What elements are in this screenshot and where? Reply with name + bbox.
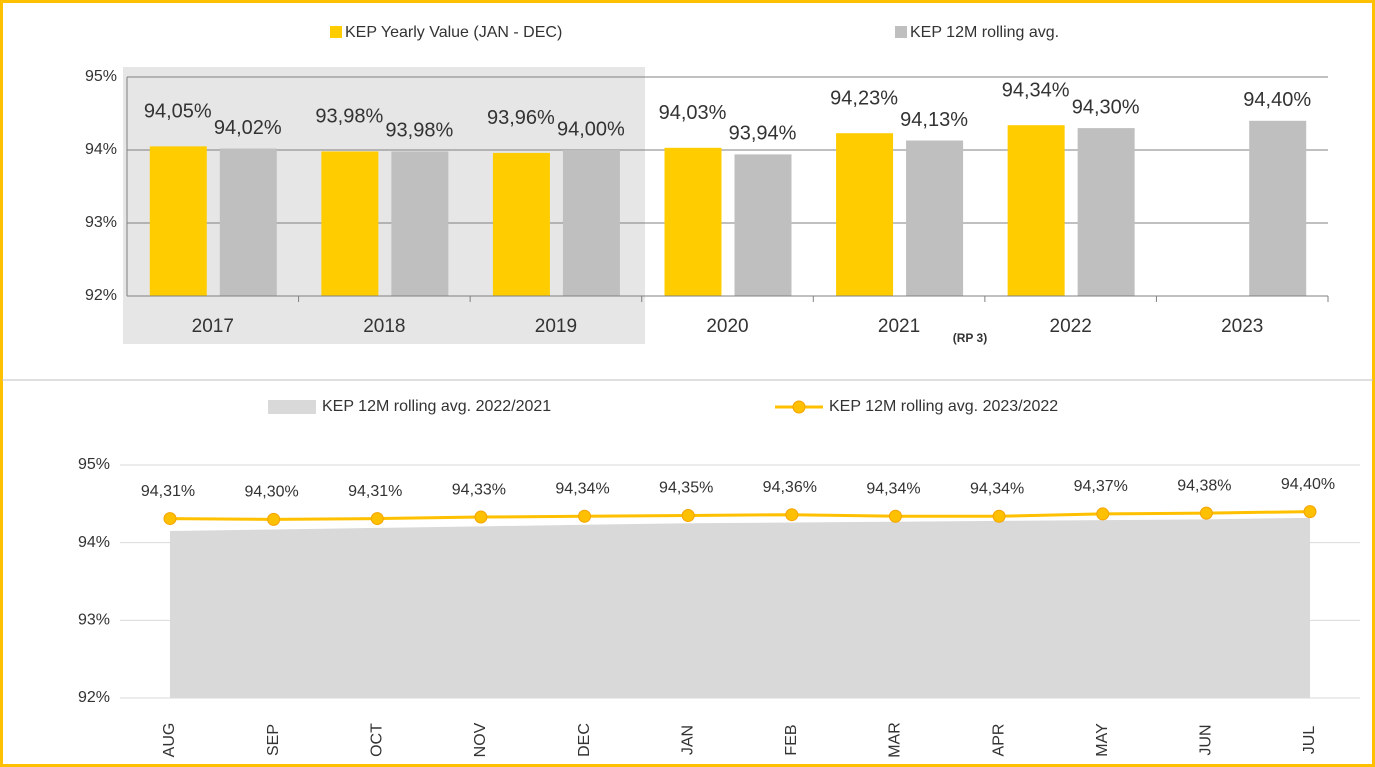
legend-swatch — [268, 400, 316, 414]
bar — [492, 152, 550, 296]
bar — [734, 154, 792, 296]
point — [992, 509, 1006, 523]
annotation: (RP 3) — [953, 331, 987, 345]
value-label: 93,98% — [315, 106, 383, 128]
value-label: 94,00% — [557, 118, 625, 140]
x-tick-label: JAN — [679, 725, 696, 755]
point — [163, 512, 177, 526]
legend-label: KEP 12M rolling avg. — [910, 24, 1059, 41]
point — [888, 509, 902, 523]
value-label: 93,94% — [729, 123, 797, 145]
bar — [391, 151, 449, 296]
x-tick-label: SEP — [265, 724, 282, 756]
value-label: 94,34% — [1002, 79, 1070, 101]
value-label: 94,03% — [659, 102, 727, 124]
point — [267, 512, 281, 526]
y-tick-label: 94% — [78, 534, 110, 551]
point — [1096, 507, 1110, 521]
bar — [219, 148, 277, 296]
point — [1199, 506, 1213, 520]
bar — [149, 146, 207, 296]
bar — [1007, 125, 1065, 297]
legend-label: KEP 12M rolling avg. 2023/2022 — [829, 398, 1058, 415]
bar — [664, 147, 722, 296]
legend-label: KEP 12M rolling avg. 2022/2021 — [322, 398, 551, 415]
value-label: 94,34% — [866, 480, 920, 497]
x-tick-label: MAR — [887, 722, 904, 758]
x-tick-label: 2022 — [1050, 316, 1092, 337]
point — [370, 512, 384, 526]
value-label: 94,33% — [452, 481, 506, 498]
point — [785, 508, 799, 522]
value-label: 94,38% — [1177, 477, 1231, 494]
point — [1303, 505, 1317, 519]
value-label: 94,40% — [1281, 476, 1335, 493]
value-label: 94,30% — [245, 484, 299, 501]
value-label: 94,34% — [970, 480, 1024, 497]
bar — [1249, 120, 1307, 296]
bar — [1077, 128, 1135, 296]
x-tick-label: JUL — [1301, 726, 1318, 755]
value-label: 94,35% — [659, 480, 713, 497]
legend-swatch — [895, 26, 907, 38]
history-shade — [123, 67, 645, 344]
x-tick-label: DEC — [576, 723, 593, 757]
y-tick-label: 95% — [85, 68, 117, 85]
x-tick-label: NOV — [472, 722, 489, 757]
value-label: 94,36% — [763, 479, 817, 496]
value-label: 94,37% — [1074, 478, 1128, 495]
point — [474, 510, 488, 524]
x-tick-label: 2017 — [192, 316, 234, 337]
x-tick-label: 2021 — [878, 316, 920, 337]
y-tick-label: 95% — [78, 456, 110, 473]
bar — [562, 150, 620, 296]
bar — [906, 140, 964, 296]
x-tick-label: AUG — [161, 723, 178, 758]
value-label: 93,98% — [385, 120, 453, 142]
line — [169, 510, 1311, 521]
bar — [836, 133, 894, 296]
value-label: 94,30% — [1072, 96, 1140, 118]
x-tick-label: 2023 — [1221, 316, 1263, 337]
y-tick-label: 93% — [78, 612, 110, 629]
x-tick-label: OCT — [368, 723, 385, 757]
point — [681, 508, 695, 522]
x-tick-label: FEB — [783, 724, 800, 755]
x-tick-label: 2018 — [363, 316, 405, 337]
x-tick-label: APR — [990, 724, 1007, 757]
x-tick-label: 2019 — [535, 316, 577, 337]
legend-marker — [792, 400, 806, 414]
x-tick-label: JUN — [1198, 724, 1215, 755]
x-tick-label: 2020 — [706, 316, 748, 337]
value-label: 94,31% — [348, 483, 402, 500]
y-tick-label: 92% — [85, 287, 117, 304]
bar — [321, 151, 379, 296]
x-tick-label: MAY — [1094, 723, 1111, 757]
legend-swatch — [330, 26, 342, 38]
y-tick-label: 92% — [78, 689, 110, 706]
value-label: 94,23% — [830, 87, 898, 109]
value-label: 94,34% — [555, 480, 609, 497]
value-label: 93,96% — [487, 107, 555, 129]
point — [578, 509, 592, 523]
value-label: 94,05% — [144, 101, 212, 123]
y-tick-label: 93% — [85, 214, 117, 231]
value-label: 94,40% — [1243, 89, 1311, 111]
y-tick-label: 94% — [85, 141, 117, 158]
value-label: 94,31% — [141, 483, 195, 500]
value-label: 94,13% — [900, 109, 968, 131]
legend-label: KEP Yearly Value (JAN - DEC) — [345, 24, 562, 41]
area — [170, 517, 1310, 698]
value-label: 94,02% — [214, 117, 282, 139]
